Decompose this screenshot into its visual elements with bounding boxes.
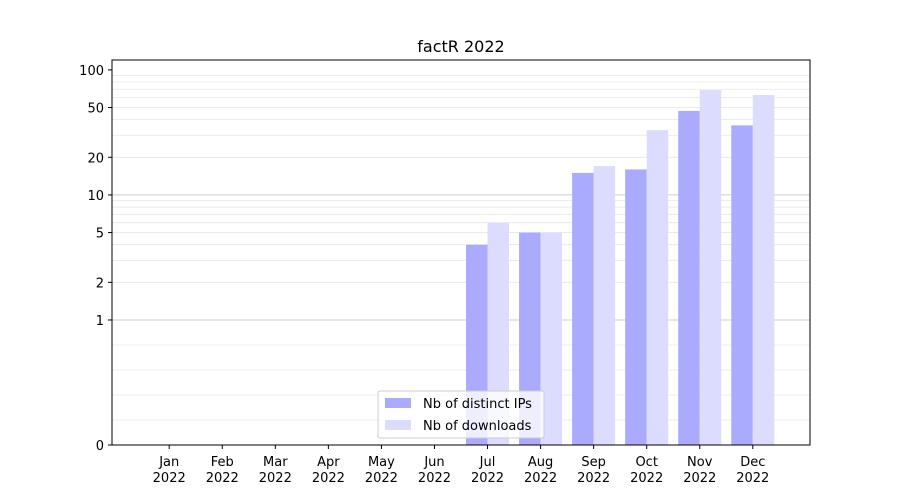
legend-swatch-distinct-ips <box>385 398 411 408</box>
x-tick-label: Jul 2022 <box>471 455 504 486</box>
chart-title: factR 2022 <box>417 37 504 56</box>
x-tick-label: Apr 2022 <box>312 455 345 486</box>
y-tick-label: 1 <box>96 314 104 329</box>
y-tick-label: 10 <box>87 189 104 204</box>
y-axis: 0 1 2 5 10 20 50 100 <box>79 64 112 454</box>
y-tick-label: 100 <box>79 64 104 79</box>
bar-distinct-ips <box>731 125 753 445</box>
x-tick-label: Jan 2022 <box>153 455 186 486</box>
y-tick-label: 0 <box>96 439 104 454</box>
x-tick-label: Mar 2022 <box>259 455 292 486</box>
x-tick-label: Nov 2022 <box>683 455 716 486</box>
x-tick-label: Oct 2022 <box>630 455 663 486</box>
bar-distinct-ips <box>572 172 594 445</box>
bar-distinct-ips <box>625 169 647 445</box>
x-tick-label: May 2022 <box>365 455 398 486</box>
x-axis: Jan 2022 Feb 2022 Mar 2022 Apr 2022 May 2022 Jun 20… <box>153 445 769 486</box>
legend-label-downloads: Nb of downloads <box>423 419 532 434</box>
x-tick-label: Feb 2022 <box>206 455 239 486</box>
bar-downloads <box>593 166 616 445</box>
legend-label-distinct-ips: Nb of distinct IPs <box>423 397 532 412</box>
legend: Nb of distinct IPs Nb of downloads <box>377 390 545 439</box>
bar-downloads <box>646 130 669 445</box>
y-tick-label: 20 <box>87 151 104 166</box>
plot-area <box>111 59 811 446</box>
bar-downloads <box>540 232 563 445</box>
legend-swatch-downloads <box>385 420 411 430</box>
x-tick-label: Dec 2022 <box>736 455 769 486</box>
x-tick-label: Aug 2022 <box>524 455 557 486</box>
y-tick-label: 50 <box>87 102 104 117</box>
bar-downloads <box>699 90 722 446</box>
x-tick-label: Jun 2022 <box>418 455 451 486</box>
x-tick-label: Sep 2022 <box>577 455 610 486</box>
bar-distinct-ips <box>678 110 700 445</box>
bar-downloads <box>487 222 510 445</box>
legend-box <box>377 390 545 439</box>
y-tick-label: 5 <box>96 227 104 242</box>
y-tick-label: 2 <box>96 276 104 291</box>
bar-downloads <box>752 94 775 446</box>
bars <box>466 90 775 446</box>
